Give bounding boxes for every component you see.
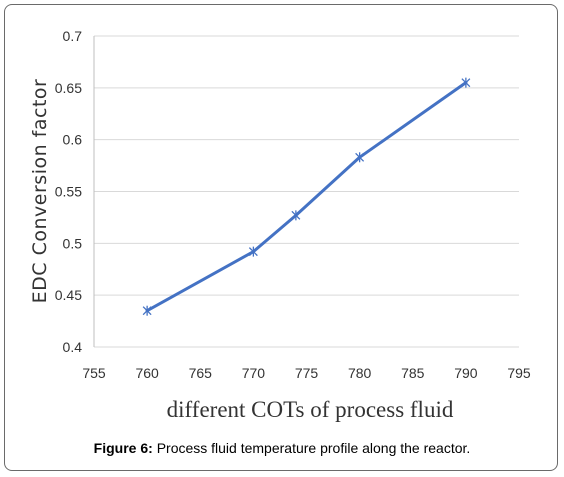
gridlines bbox=[94, 35, 519, 348]
x-tick-8: 795 bbox=[507, 365, 531, 381]
caption-text: Process fluid temperature profile along … bbox=[156, 440, 471, 456]
x-tick-6: 785 bbox=[401, 365, 425, 381]
x-tick-2: 765 bbox=[189, 365, 213, 381]
x-tick-7: 790 bbox=[454, 365, 478, 381]
y-tick-4: 0.6 bbox=[63, 132, 83, 148]
data-point-0 bbox=[142, 305, 152, 316]
y-tick-1: 0.45 bbox=[55, 287, 82, 303]
series-group bbox=[142, 77, 471, 316]
data-point-3 bbox=[355, 152, 365, 163]
y-tick-0: 0.4 bbox=[63, 339, 83, 355]
figure-caption: Figure 6: Process fluid temperature prof… bbox=[0, 440, 564, 456]
x-axis-label: different COTs of process fluid bbox=[167, 397, 454, 422]
y-tick-5: 0.65 bbox=[55, 80, 82, 96]
y-tick-6: 0.7 bbox=[63, 28, 83, 44]
y-tick-2: 0.5 bbox=[63, 235, 83, 251]
caption-label: Figure 6: bbox=[93, 440, 153, 456]
data-point-4 bbox=[461, 77, 471, 88]
y-tick-3: 0.55 bbox=[55, 184, 82, 200]
x-tick-4: 775 bbox=[295, 365, 319, 381]
x-tick-0: 755 bbox=[82, 365, 106, 381]
y-axis-label: EDC Conversion factor bbox=[29, 79, 51, 304]
x-tick-1: 760 bbox=[135, 365, 159, 381]
x-tick-5: 780 bbox=[348, 365, 372, 381]
x-tick-3: 770 bbox=[242, 365, 266, 381]
y-tick-labels: 0.4 0.45 0.5 0.55 0.6 0.65 0.7 bbox=[55, 28, 82, 355]
series-line-0 bbox=[145, 81, 468, 313]
data-point-1 bbox=[248, 246, 258, 257]
x-tick-labels: 755 760 765 770 775 780 785 790 795 bbox=[82, 365, 531, 381]
data-point-2 bbox=[291, 210, 301, 221]
